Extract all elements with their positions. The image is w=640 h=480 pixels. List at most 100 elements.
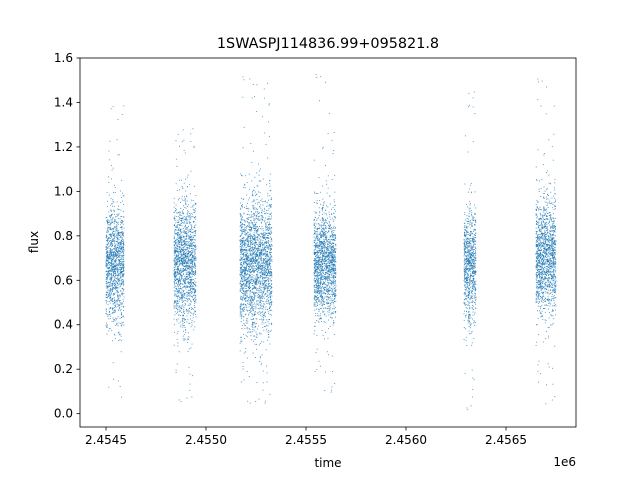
- data-point: [250, 303, 252, 305]
- data-point: [183, 269, 185, 271]
- data-point: [264, 270, 266, 272]
- data-point: [268, 271, 270, 272]
- data-point: [263, 252, 265, 254]
- data-point: [249, 250, 251, 252]
- data-point: [240, 284, 242, 286]
- data-point: [262, 268, 264, 270]
- data-point: [184, 260, 185, 261]
- data-point: [187, 341, 189, 343]
- data-point: [253, 308, 255, 310]
- data-point: [269, 250, 271, 252]
- data-point: [254, 224, 256, 226]
- data-point: [120, 244, 122, 246]
- data-point: [194, 210, 196, 212]
- data-point: [257, 300, 259, 302]
- data-point: [194, 247, 196, 249]
- data-point: [248, 328, 250, 329]
- data-point: [249, 287, 251, 289]
- data-point: [191, 238, 193, 240]
- data-point: [241, 242, 243, 244]
- data-point: [182, 296, 184, 298]
- data-point: [111, 263, 113, 264]
- data-point: [121, 258, 123, 260]
- data-point: [253, 288, 255, 289]
- data-point: [252, 352, 254, 354]
- data-point: [188, 244, 190, 246]
- data-point: [262, 301, 264, 302]
- data-point: [179, 238, 181, 240]
- data-point: [189, 258, 191, 260]
- data-point: [173, 254, 175, 256]
- data-point: [111, 260, 113, 262]
- data-point: [253, 238, 255, 240]
- data-point: [252, 224, 254, 226]
- data-point: [182, 187, 184, 189]
- data-point: [111, 229, 113, 231]
- data-point: [122, 231, 124, 232]
- data-point: [117, 235, 119, 237]
- data-point: [266, 259, 268, 261]
- data-point: [117, 254, 119, 256]
- data-point: [258, 325, 260, 327]
- data-point: [115, 216, 116, 218]
- data-point: [253, 234, 255, 236]
- data-point: [186, 265, 187, 267]
- data-point: [117, 316, 119, 318]
- data-point: [247, 219, 249, 220]
- data-point: [190, 261, 192, 263]
- data-point: [246, 255, 247, 257]
- data-point: [115, 317, 117, 319]
- data-point: [270, 205, 272, 207]
- data-point: [176, 259, 178, 261]
- data-point: [267, 268, 269, 270]
- data-point: [178, 314, 180, 316]
- data-point: [121, 282, 123, 284]
- data-point: [175, 274, 177, 276]
- data-point: [182, 245, 184, 247]
- data-point: [178, 399, 180, 401]
- data-point: [270, 324, 272, 326]
- data-point: [119, 273, 121, 274]
- data-point: [268, 232, 270, 234]
- data-point: [264, 316, 266, 318]
- data-point: [174, 250, 175, 252]
- data-point: [261, 201, 263, 203]
- data-point: [174, 240, 176, 241]
- data-point: [265, 232, 267, 234]
- data-point: [184, 282, 185, 284]
- data-point: [114, 220, 116, 222]
- data-point: [242, 147, 244, 149]
- data-point: [267, 255, 269, 257]
- data-point: [195, 311, 197, 313]
- data-point: [189, 236, 191, 238]
- data-point: [241, 272, 243, 274]
- data-point: [186, 244, 187, 246]
- data-point: [184, 198, 186, 200]
- data-point: [180, 324, 182, 326]
- data-point: [113, 221, 115, 223]
- data-point: [120, 224, 122, 226]
- data-point: [115, 246, 116, 248]
- data-point: [268, 272, 270, 273]
- data-point: [173, 202, 175, 204]
- data-point: [106, 282, 108, 284]
- data-point: [110, 228, 111, 230]
- data-point: [122, 246, 124, 248]
- data-point: [115, 282, 117, 284]
- data-point: [251, 313, 253, 314]
- data-point: [255, 295, 257, 297]
- data-point: [244, 243, 246, 245]
- data-point: [187, 241, 189, 242]
- data-point: [264, 245, 266, 247]
- data-point: [263, 288, 265, 290]
- data-point: [106, 255, 108, 257]
- data-point: [250, 302, 252, 304]
- data-point: [262, 305, 264, 307]
- data-point: [246, 250, 248, 252]
- data-point: [117, 305, 119, 307]
- data-point: [115, 281, 117, 283]
- data-point: [105, 261, 107, 263]
- data-point: [122, 237, 123, 239]
- data-point: [112, 235, 114, 237]
- data-point: [179, 213, 181, 215]
